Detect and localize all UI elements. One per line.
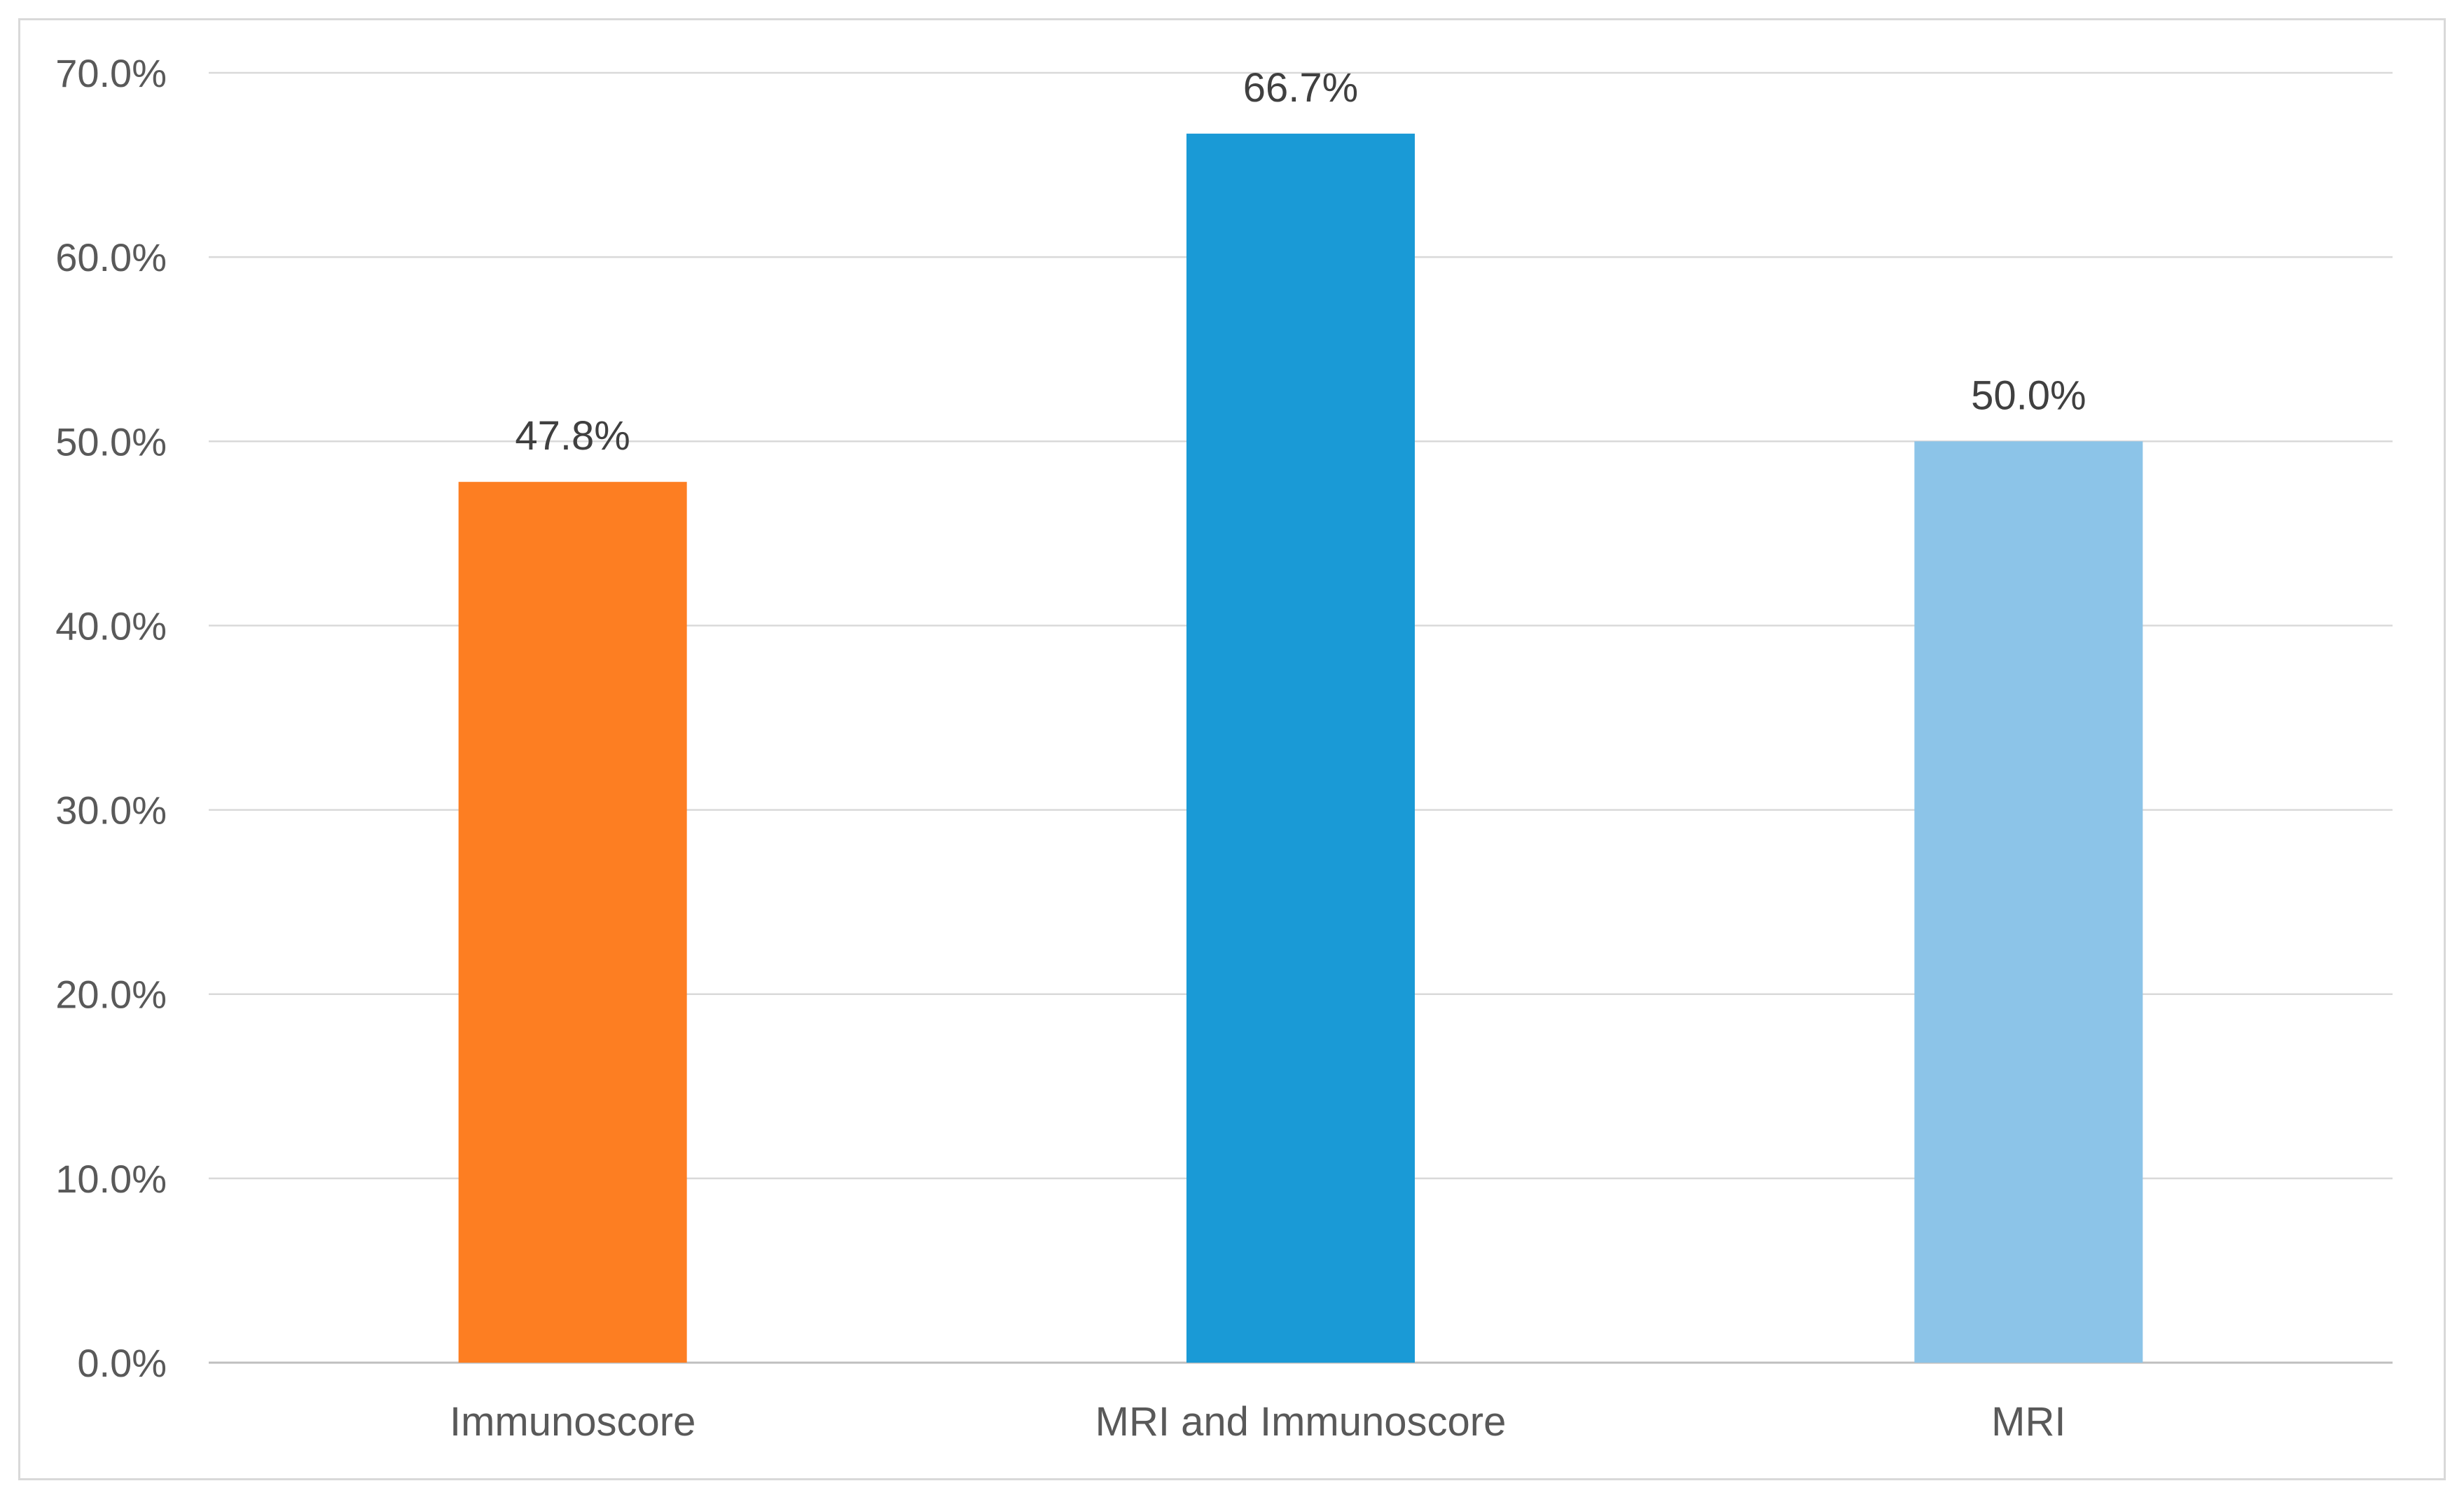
y-tick-label: 30.0%: [55, 788, 167, 833]
bar-mri: [1914, 441, 2143, 1363]
bar-mri-and-immunoscore: [1186, 133, 1415, 1363]
y-tick-label: 60.0%: [55, 235, 167, 279]
bars: [458, 133, 2143, 1363]
x-category-label: Immunoscore: [450, 1399, 695, 1445]
y-tick-label: 70.0%: [55, 51, 167, 95]
y-tick-label: 0.0%: [77, 1341, 167, 1385]
data-label: 66.7%: [1243, 65, 1358, 111]
y-tick-label: 20.0%: [55, 973, 167, 1017]
x-category-label: MRI: [1991, 1399, 2065, 1445]
bar-immunoscore: [458, 482, 687, 1363]
y-axis-tick-labels: 0.0% 10.0% 20.0% 30.0% 40.0% 50.0% 60.0% 70.0%: [55, 51, 167, 1385]
y-tick-label: 10.0%: [55, 1157, 167, 1201]
data-labels: 47.8% 66.7% 50.0%: [515, 65, 2086, 459]
x-axis-category-labels: Immunoscore MRI and Immunoscore MRI: [450, 1399, 2066, 1445]
y-tick-label: 40.0%: [55, 604, 167, 648]
y-tick-label: 50.0%: [55, 419, 167, 464]
data-label: 47.8%: [515, 413, 630, 459]
x-category-label: MRI and Immunoscore: [1095, 1399, 1507, 1445]
data-label: 50.0%: [1971, 373, 2086, 418]
